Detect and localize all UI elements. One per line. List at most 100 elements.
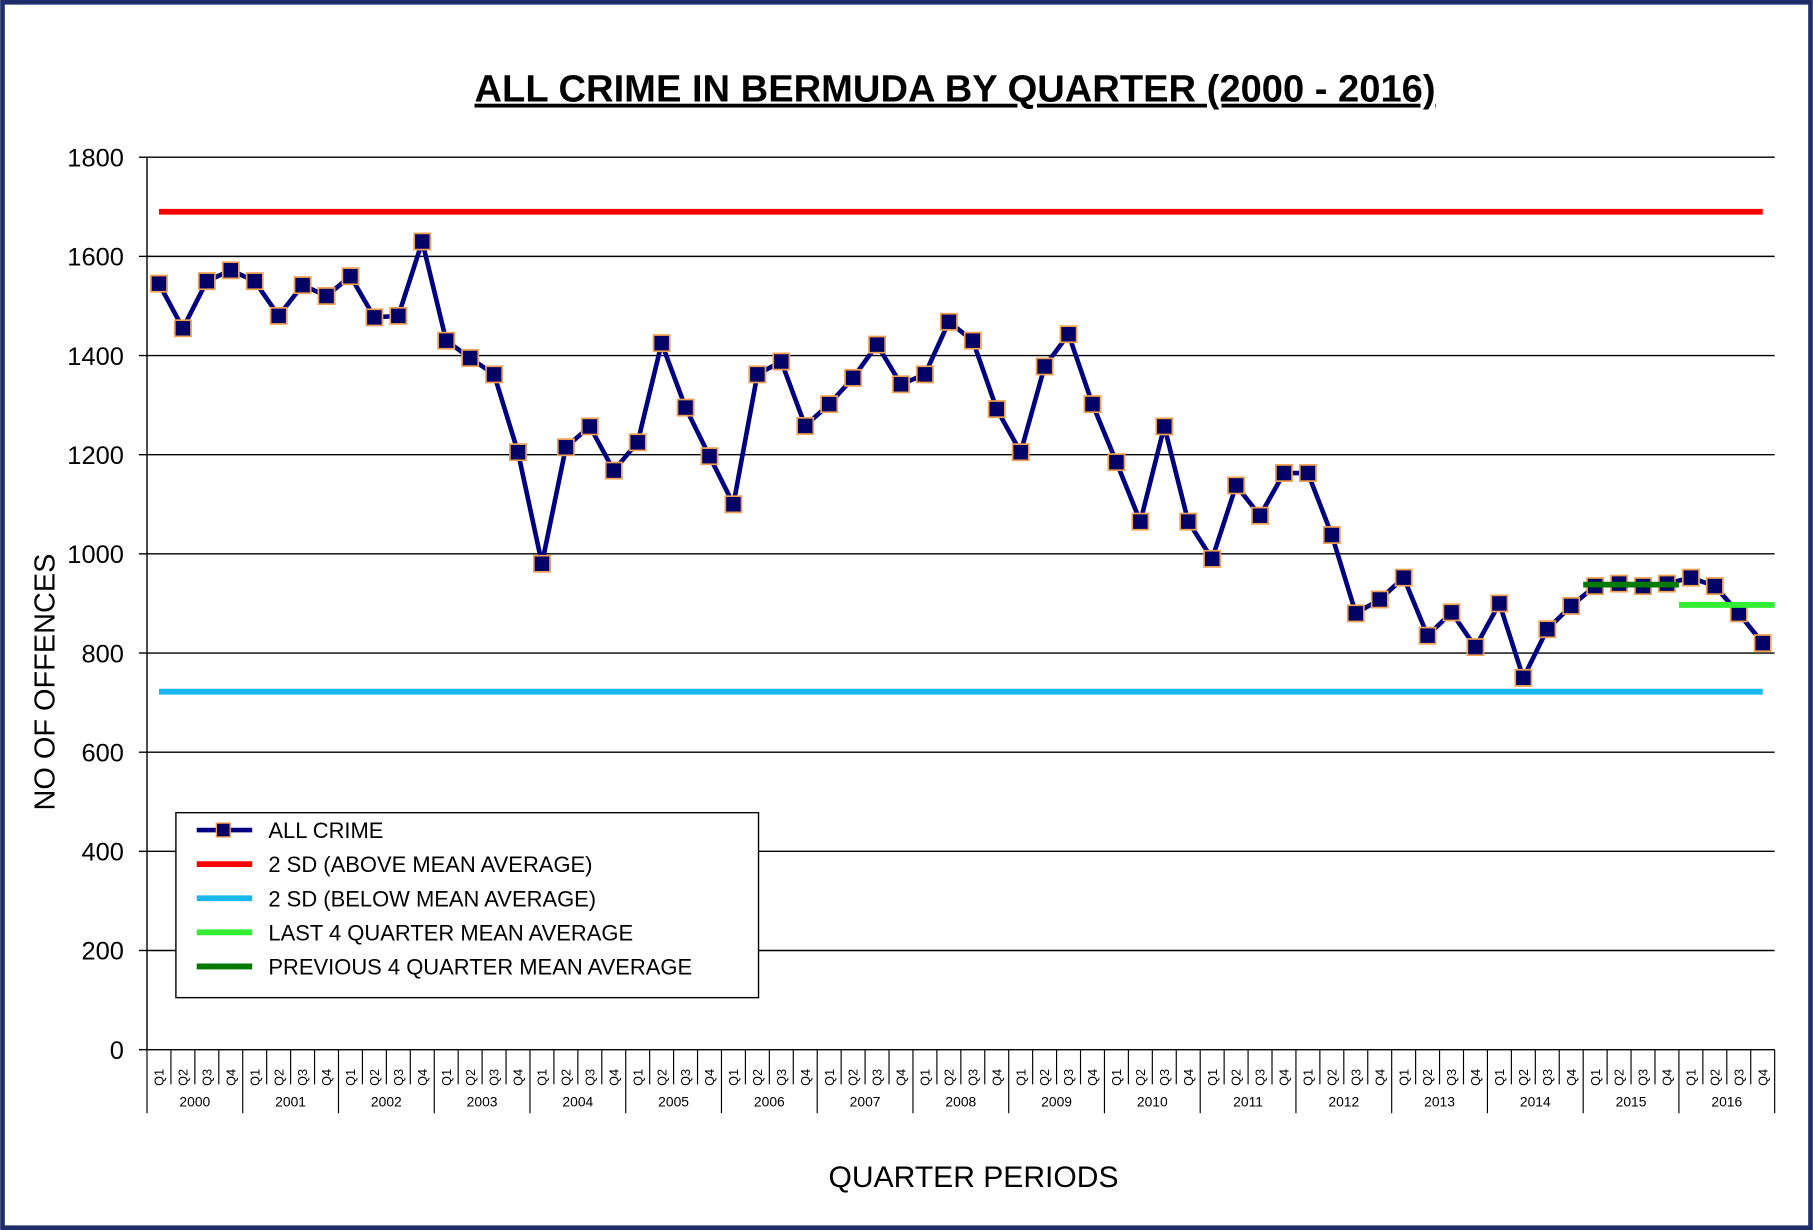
chart-title: ALL CRIME IN BERMUDA BY QUARTER (2000 - … xyxy=(475,68,1436,111)
x-tick-label: Q4 xyxy=(606,1069,621,1086)
x-tick-label: Q4 xyxy=(1085,1069,1100,1086)
x-tick-label: Q3 xyxy=(870,1069,885,1086)
year-label: 2000 xyxy=(179,1093,210,1109)
marker xyxy=(628,433,647,452)
x-tick-label: Q2 xyxy=(654,1069,669,1086)
marker xyxy=(915,365,934,384)
x-tick-label: Q3 xyxy=(1061,1069,1076,1086)
year-label: 2013 xyxy=(1424,1093,1455,1109)
x-tick-label: Q2 xyxy=(1133,1069,1148,1086)
x-tick-label: Q4 xyxy=(989,1069,1004,1086)
marker xyxy=(1298,464,1317,483)
x-tick-label: Q1 xyxy=(630,1069,645,1086)
marker xyxy=(341,267,360,286)
marker xyxy=(150,274,168,293)
marker xyxy=(1705,577,1724,596)
legend-label: ALL CRIME xyxy=(268,818,383,843)
marker xyxy=(700,447,719,466)
marker xyxy=(772,352,791,371)
marker xyxy=(1346,604,1365,623)
marker xyxy=(1394,568,1413,587)
x-tick-label: Q4 xyxy=(1755,1069,1770,1086)
marker xyxy=(293,276,312,295)
marker xyxy=(509,443,527,462)
marker xyxy=(676,398,695,417)
marker xyxy=(963,331,982,350)
x-tick-label: Q3 xyxy=(391,1069,406,1086)
x-tick-label: Q2 xyxy=(271,1069,286,1086)
marker xyxy=(1681,568,1700,587)
marker xyxy=(461,349,480,367)
x-axis-label: QUARTER PERIODS xyxy=(829,1161,1119,1194)
x-tick-label: Q2 xyxy=(1229,1069,1244,1086)
x-tick-label: Q2 xyxy=(846,1069,861,1086)
x-tick-label: Q2 xyxy=(1516,1069,1531,1086)
x-tick-label: Q2 xyxy=(1612,1069,1627,1086)
marker xyxy=(1227,476,1246,495)
x-tick-label: Q3 xyxy=(199,1069,214,1086)
marker xyxy=(1179,512,1198,531)
marker xyxy=(485,365,504,384)
x-tick-label: Q3 xyxy=(1157,1069,1172,1086)
x-tick-label: Q1 xyxy=(1588,1069,1603,1086)
x-tick-label: Q1 xyxy=(1492,1069,1507,1086)
marker xyxy=(820,395,839,414)
marker xyxy=(892,375,910,394)
marker xyxy=(1418,626,1437,645)
marker xyxy=(365,308,384,327)
x-tick-label: Q4 xyxy=(894,1069,909,1086)
x-tick-label: Q4 xyxy=(319,1069,334,1086)
x-tick-label: Q3 xyxy=(965,1069,980,1086)
legend-marker xyxy=(215,822,231,838)
marker xyxy=(1011,443,1030,462)
marker xyxy=(1562,596,1581,615)
x-tick-label: Q4 xyxy=(1277,1069,1292,1086)
year-label: 2011 xyxy=(1233,1093,1263,1109)
marker xyxy=(1753,634,1772,653)
marker xyxy=(556,438,575,457)
x-tick-label: Q3 xyxy=(1444,1069,1459,1086)
x-tick-label: Q2 xyxy=(1420,1069,1435,1086)
marker xyxy=(1466,638,1485,657)
marker xyxy=(173,319,192,338)
x-tick-label: Q4 xyxy=(1660,1069,1675,1086)
legend-label: 2 SD (BELOW MEAN AVERAGE) xyxy=(268,886,596,911)
marker xyxy=(1251,506,1269,525)
year-label: 2012 xyxy=(1328,1093,1359,1109)
year-label: 2007 xyxy=(850,1093,881,1109)
marker xyxy=(269,306,288,325)
marker xyxy=(413,232,432,251)
marker xyxy=(1538,620,1557,639)
legend-label: LAST 4 QUARTER MEAN AVERAGE xyxy=(268,920,633,945)
marker xyxy=(245,272,264,291)
marker xyxy=(389,306,408,325)
marker xyxy=(580,417,599,436)
x-tick-label: Q4 xyxy=(511,1069,526,1086)
x-tick-label: Q3 xyxy=(774,1069,789,1086)
marker xyxy=(652,334,671,353)
x-tick-label: Q1 xyxy=(1301,1069,1316,1086)
x-tick-label: Q4 xyxy=(1564,1069,1579,1086)
marker xyxy=(1490,594,1509,613)
x-tick-label: Q1 xyxy=(1205,1069,1220,1086)
x-tick-label: Q4 xyxy=(1181,1069,1196,1086)
marker xyxy=(748,365,767,384)
marker xyxy=(1035,357,1054,376)
marker xyxy=(987,400,1006,419)
year-label: 2001 xyxy=(275,1093,306,1109)
x-tick-label: Q2 xyxy=(367,1069,382,1086)
y-tick-label: 1600 xyxy=(67,244,124,272)
marker xyxy=(724,495,743,514)
x-tick-label: Q3 xyxy=(295,1069,310,1086)
marker xyxy=(437,331,456,350)
marker xyxy=(1370,590,1389,609)
x-tick-label: Q4 xyxy=(1468,1069,1483,1086)
y-tick-label: 800 xyxy=(81,640,123,668)
x-tick-label: Q1 xyxy=(1396,1069,1411,1086)
y-tick-label: 600 xyxy=(81,739,123,767)
x-tick-label: Q3 xyxy=(582,1069,597,1086)
x-tick-label: Q2 xyxy=(941,1069,956,1086)
marker xyxy=(317,287,336,306)
marker xyxy=(1107,453,1126,472)
